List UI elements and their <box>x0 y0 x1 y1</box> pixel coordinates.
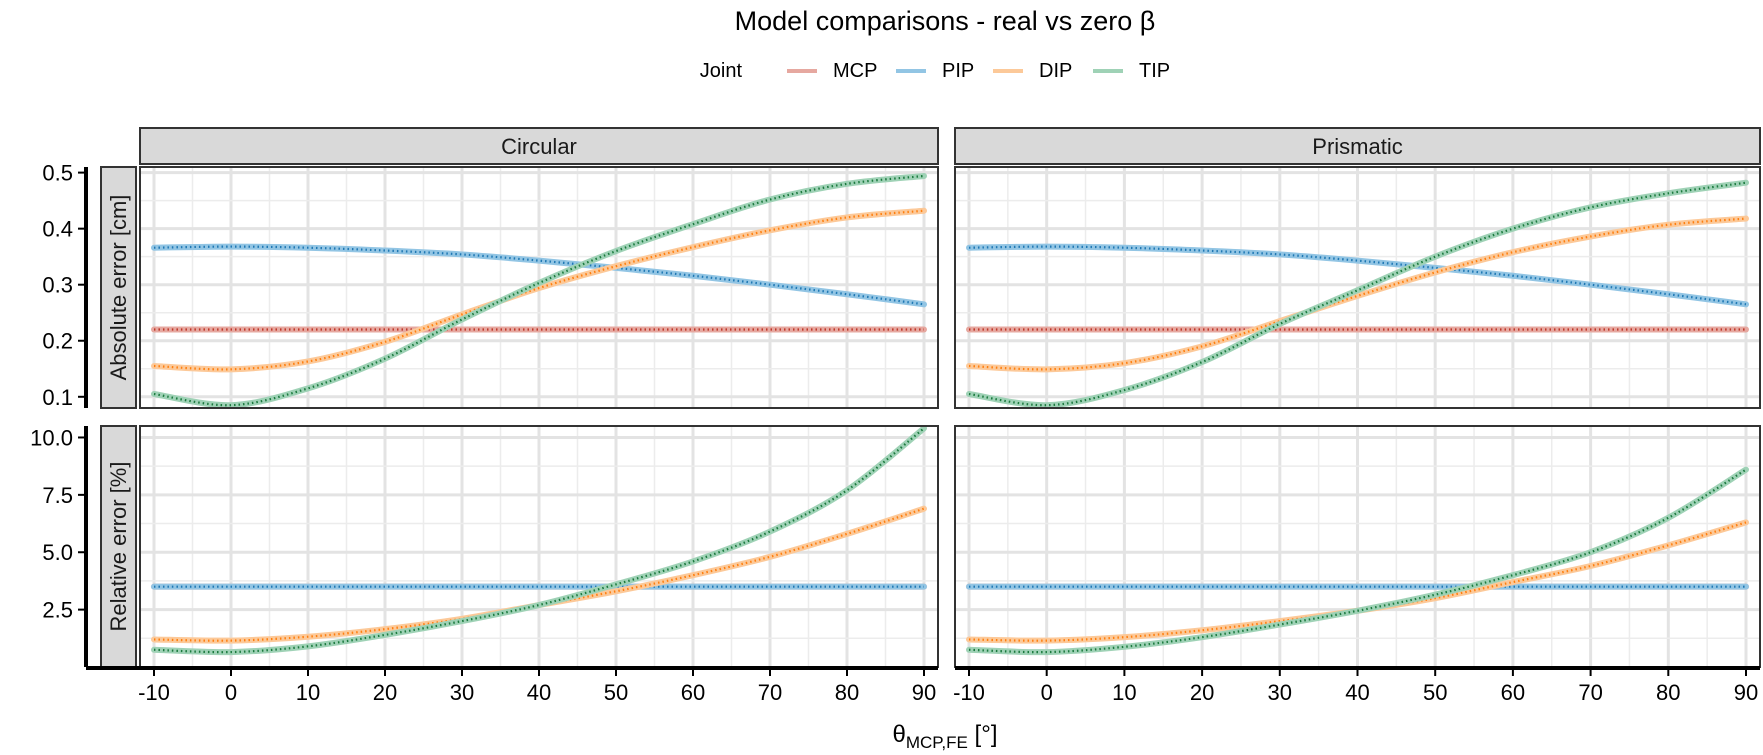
series-group <box>151 426 927 656</box>
series-line-dip-overlay <box>153 209 925 371</box>
legend-label-pip: PIP <box>942 60 974 82</box>
x-tick-label: 60 <box>1501 680 1525 705</box>
panel-border <box>954 166 1761 409</box>
x-axis-title-main: θ <box>892 721 905 748</box>
y-tick-label: 0.5 <box>42 161 73 186</box>
x-tick-label: -10 <box>953 680 985 705</box>
strip-label-1: Prismatic <box>1312 134 1402 159</box>
x-tick-label: 30 <box>450 680 474 705</box>
series-line-tip-overlay <box>968 468 1747 654</box>
series-line-tip-overlay <box>153 174 925 407</box>
panel-1 <box>954 166 1761 409</box>
panel-border <box>139 166 939 409</box>
legend-label-dip: DIP <box>1039 60 1072 82</box>
x-tick-label: 0 <box>1041 680 1053 705</box>
chart-title: Model comparisons - real vs zero β <box>735 6 1156 36</box>
series-line-pip <box>966 243 1749 308</box>
x-axis-title-unit: [°] <box>968 721 998 748</box>
y-tick-label: 5.0 <box>42 540 73 565</box>
x-axis-title: θMCP,FE [°] <box>892 721 997 752</box>
legend-label-tip: TIP <box>1139 60 1170 82</box>
x-tick-label: 10 <box>1112 680 1136 705</box>
x-tick-label: 50 <box>1423 680 1447 705</box>
panel-2: -10 0 10 20 30 40 50 60 70 80 90 2.5 5.0 7.5 10.0 <box>30 425 939 705</box>
x-tick-label: 20 <box>373 680 397 705</box>
x-tick-label: 40 <box>527 680 551 705</box>
x-tick-label: -10 <box>138 680 170 705</box>
x-tick-label: 30 <box>1268 680 1292 705</box>
x-tick-label: 40 <box>1345 680 1369 705</box>
y-tick-label: 0.2 <box>42 329 73 354</box>
series-group <box>966 179 1749 408</box>
series-line-tip-overlay <box>968 181 1747 407</box>
x-tick-label: 90 <box>912 680 936 705</box>
legend: Joint MCP PIP DIP TIP <box>700 60 1170 82</box>
y-tick-label: 7.5 <box>42 483 73 508</box>
row-strip-0 <box>100 166 137 409</box>
strip-1 <box>954 127 1761 165</box>
panel-0: 0.1 0.2 0.3 0.4 0.5 <box>42 161 939 410</box>
row-strip-label-0: Absolute error [cm] <box>106 195 131 381</box>
strip-0 <box>139 127 939 165</box>
strip-label-0: Circular <box>501 134 577 159</box>
x-tick-label: 20 <box>1190 680 1214 705</box>
x-tick-label: 80 <box>835 680 859 705</box>
x-tick-label: 50 <box>604 680 628 705</box>
x-tick-label: 70 <box>758 680 782 705</box>
y-tick-label: 10.0 <box>30 425 73 450</box>
y-tick-label: 2.5 <box>42 598 73 623</box>
x-tick-label: 70 <box>1578 680 1602 705</box>
legend-item-tip: TIP <box>1093 60 1170 82</box>
y-tick-label: 0.3 <box>42 273 73 298</box>
series-line-pip-overlay <box>153 245 925 306</box>
x-tick-label: 90 <box>1734 680 1758 705</box>
x-tick-label: 80 <box>1656 680 1680 705</box>
x-axis-title-subscript: MCP,FE <box>906 733 968 752</box>
y-tick-label: 0.4 <box>42 217 73 242</box>
series-line-tip-overlay <box>153 427 925 654</box>
x-tick-label: 60 <box>681 680 705 705</box>
panel-3: -10 0 10 20 30 40 50 60 70 80 90 <box>953 425 1761 705</box>
legend-label-mcp: MCP <box>833 60 877 82</box>
series-group <box>966 466 1749 656</box>
legend-item-mcp: MCP <box>787 60 877 82</box>
row-strip-label-1: Relative error [%] <box>106 462 131 632</box>
facet-grid: Circular Prismatic Absolute error [cm] Rela… <box>30 127 1761 705</box>
legend-item-pip: PIP <box>896 60 974 82</box>
x-tick-label: 10 <box>296 680 320 705</box>
legend-item-dip: DIP <box>993 60 1072 82</box>
series-line-dip-overlay <box>968 217 1747 371</box>
y-tick-label: 0.1 <box>42 385 73 410</box>
series-group <box>151 172 927 408</box>
legend-title: Joint <box>700 60 743 82</box>
panel-grid <box>955 426 1760 667</box>
x-tick-label: 0 <box>225 680 237 705</box>
